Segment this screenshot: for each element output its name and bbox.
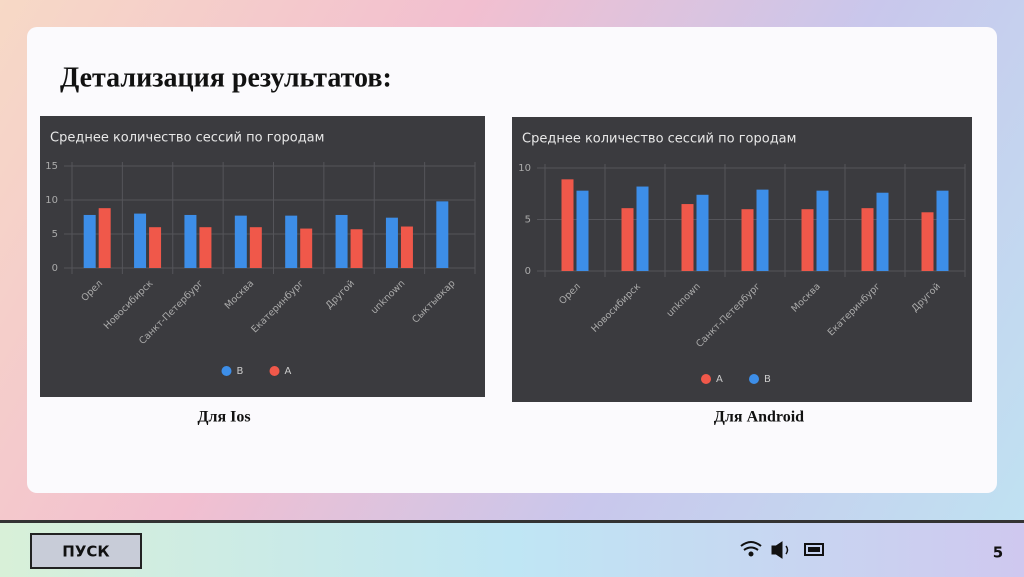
chart-caption: Для Ios xyxy=(197,409,250,426)
legend-label: B xyxy=(764,374,771,385)
bar xyxy=(436,201,449,268)
bar xyxy=(921,212,934,271)
bar xyxy=(350,229,363,268)
bar xyxy=(249,227,262,268)
bar xyxy=(285,215,298,268)
bar xyxy=(561,179,574,271)
slide-number: 5 xyxy=(993,544,1003,562)
start-button[interactable] xyxy=(30,533,142,569)
bar xyxy=(385,217,398,268)
bar xyxy=(234,215,247,268)
bar xyxy=(741,209,754,271)
bar xyxy=(816,190,829,271)
bar xyxy=(876,192,889,271)
y-tick-label: 10 xyxy=(45,195,58,206)
start-label: ПУСК xyxy=(62,543,110,561)
bar xyxy=(149,227,162,268)
legend-marker xyxy=(749,374,759,384)
y-tick-label: 5 xyxy=(52,229,58,240)
bar xyxy=(696,194,709,271)
bar xyxy=(300,228,313,268)
bar xyxy=(936,190,949,271)
bar xyxy=(400,226,413,268)
bar xyxy=(83,214,96,268)
tray-icons xyxy=(740,541,824,559)
y-tick-label: 0 xyxy=(525,266,531,277)
slide-title: Детализация результатов: xyxy=(60,62,392,93)
bar xyxy=(861,208,874,271)
legend-label: A xyxy=(716,374,723,385)
bar xyxy=(621,208,634,271)
legend-marker xyxy=(701,374,711,384)
legend-label: A xyxy=(285,366,292,377)
chart-caption: Для Android xyxy=(714,409,804,426)
bar xyxy=(199,227,212,268)
legend-marker xyxy=(221,366,232,376)
chart-title: Среднее количество сессий по городам xyxy=(50,131,324,146)
bar xyxy=(681,204,694,271)
bar xyxy=(576,190,589,271)
bar xyxy=(756,189,769,271)
y-tick-label: 15 xyxy=(45,161,58,172)
bar xyxy=(335,214,348,268)
bar xyxy=(98,208,111,268)
y-tick-label: 10 xyxy=(518,163,531,174)
taskbar xyxy=(0,520,1024,577)
bar xyxy=(801,209,814,271)
legend-marker xyxy=(269,366,280,376)
chart-title: Среднее количество сессий по городам xyxy=(522,132,796,147)
legend-label: B xyxy=(237,366,244,377)
y-tick-label: 5 xyxy=(525,215,531,226)
bar xyxy=(134,213,147,268)
y-tick-label: 0 xyxy=(52,263,58,274)
bar xyxy=(184,214,197,268)
bar xyxy=(636,186,649,271)
